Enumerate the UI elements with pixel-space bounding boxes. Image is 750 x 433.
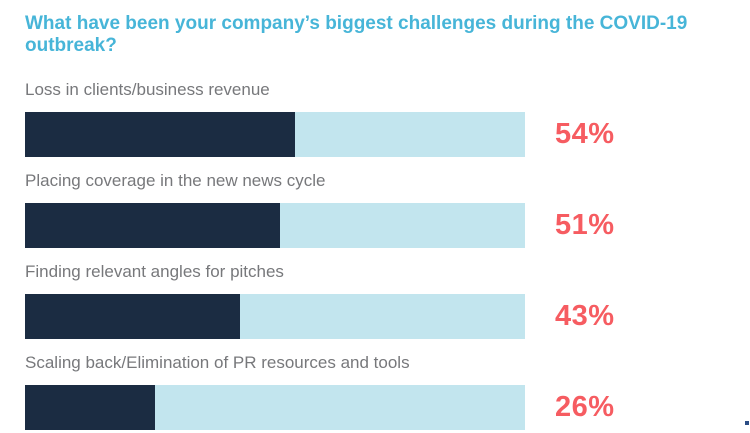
bar-rows: Loss in clients/business revenue 54% Pla… xyxy=(25,80,750,430)
category-label: Scaling back/Elimination of PR resources… xyxy=(25,353,410,372)
corner-artifact xyxy=(745,421,749,425)
bar-track xyxy=(25,294,525,339)
bar-track xyxy=(25,385,525,430)
category-label: Loss in clients/business revenue xyxy=(25,80,270,99)
bar-row: Placing coverage in the new news cycle 5… xyxy=(25,171,750,248)
category-label: Placing coverage in the new news cycle xyxy=(25,171,326,190)
bar-track xyxy=(25,112,525,157)
bar-fill xyxy=(25,385,155,430)
bar-track xyxy=(25,203,525,248)
percent-value: 43% xyxy=(555,300,615,332)
bar-fill xyxy=(25,203,280,248)
bar-line: 26% xyxy=(25,385,750,430)
chart-title: What have been your company’s biggest ch… xyxy=(25,13,688,56)
bar-fill xyxy=(25,294,240,339)
bar-line: 51% xyxy=(25,203,750,248)
percent-value: 51% xyxy=(555,209,615,241)
percent-value: 54% xyxy=(555,118,615,150)
bar-line: 43% xyxy=(25,294,750,339)
bar-row: Loss in clients/business revenue 54% xyxy=(25,80,750,157)
bar-fill xyxy=(25,112,295,157)
bar-row: Scaling back/Elimination of PR resources… xyxy=(25,353,750,430)
bar-line: 54% xyxy=(25,112,750,157)
bar-row: Finding relevant angles for pitches 43% xyxy=(25,262,750,339)
percent-value: 26% xyxy=(555,391,615,423)
category-label: Finding relevant angles for pitches xyxy=(25,262,284,281)
